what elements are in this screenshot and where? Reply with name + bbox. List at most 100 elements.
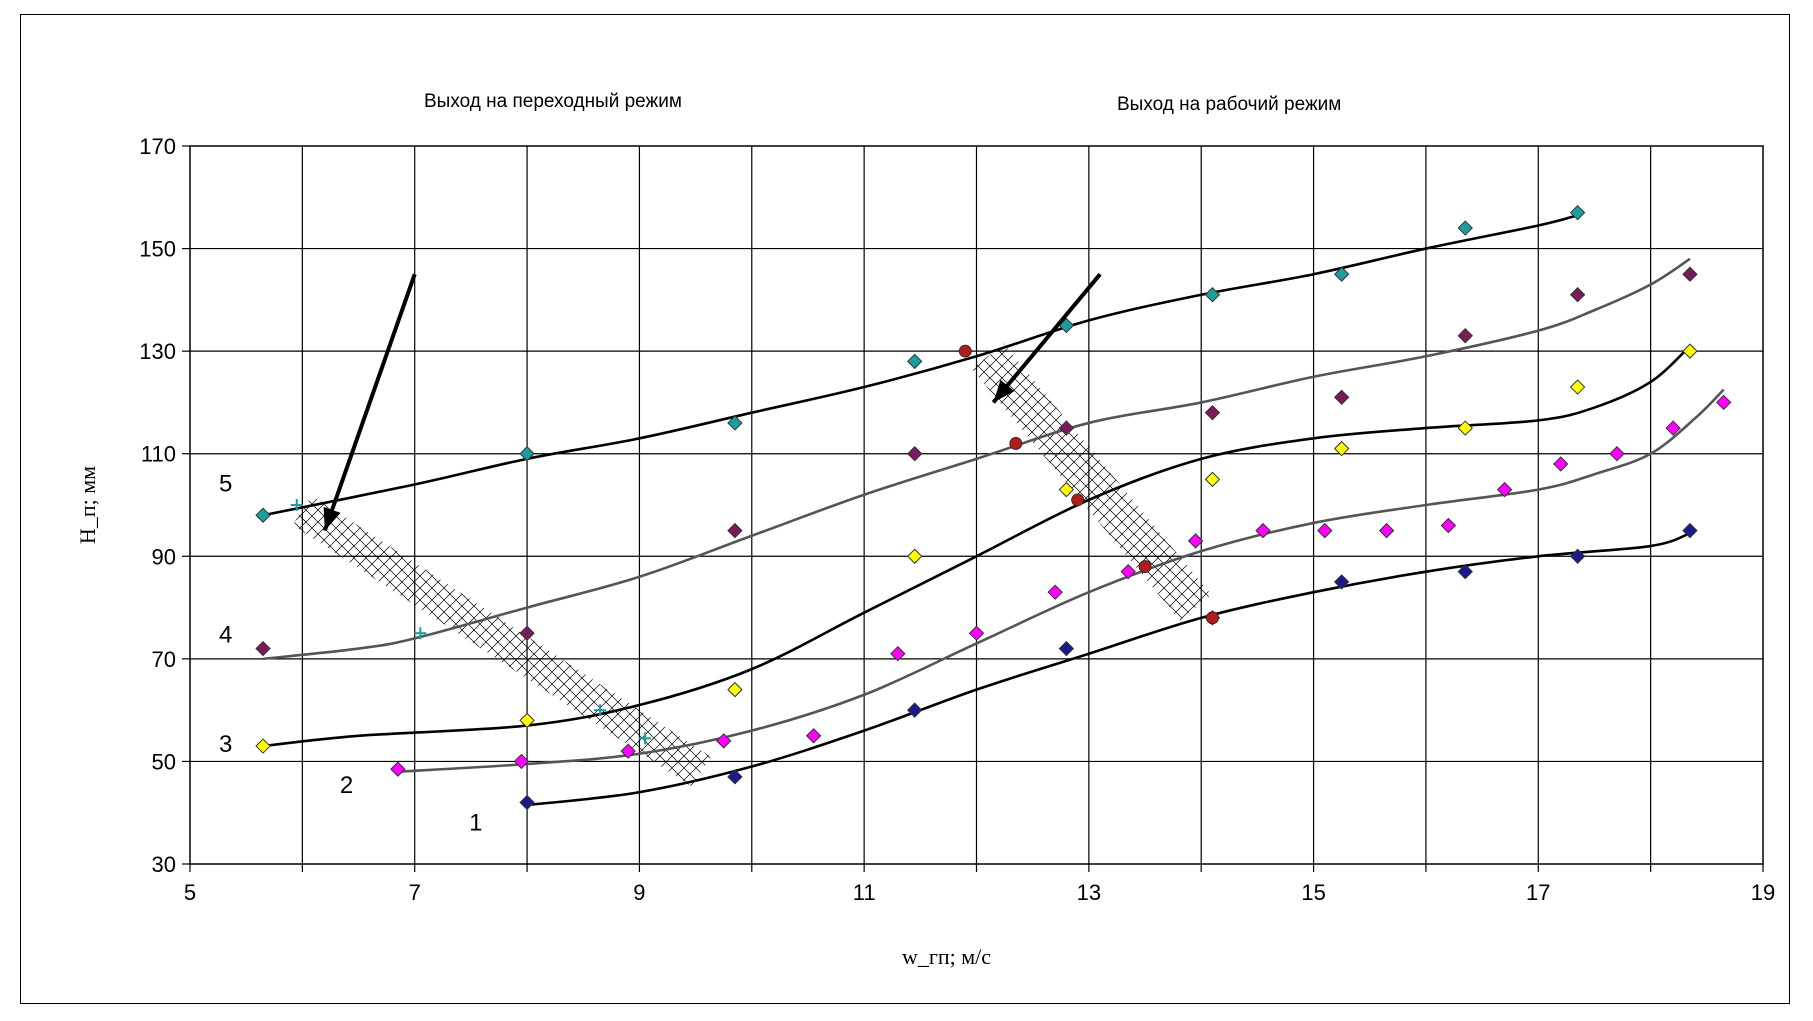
data-point-series-4 [1333,389,1350,406]
data-point-series-1 [727,769,743,785]
x-tick-label: 9 [633,880,645,905]
data-point-series-3 [255,738,271,754]
x-axis-title: w_гп; м/с [902,944,991,969]
grid [182,145,1764,872]
data-point-series-3 [1058,481,1075,498]
y-tick-label: 170 [139,134,176,159]
data-point-series-4 [519,625,535,641]
data-point-series-1 [1569,548,1586,564]
working-point [1071,493,1085,507]
working-point [1206,611,1219,625]
data-point-series-5 [906,353,923,370]
annotation-arrowhead [993,379,1015,403]
data-point-series-4 [255,640,271,657]
x-tick-label: 19 [1751,880,1775,905]
data-point-series-1 [1058,640,1075,657]
data-point-series-2 [1187,533,1204,549]
data-point-series-3 [727,681,743,698]
working-point [1009,437,1023,450]
data-points [255,204,1732,811]
annotation-arrow-shaft [991,272,1102,404]
data-point-series-4 [1457,328,1473,344]
data-point-series-5 [1569,204,1586,221]
data-point-series-5 [1457,220,1473,236]
data-point-series-2 [1715,394,1732,411]
data-point-series-4 [1058,420,1075,436]
x-tick-label: 15 [1301,880,1325,905]
data-point-series-3 [519,712,535,729]
x-tick-label: 17 [1526,880,1550,905]
fit-curve-2 [397,388,1725,773]
y-tick-label: 90 [152,544,176,569]
working-band [972,343,1212,621]
y-tick-label: 110 [141,442,176,467]
data-point-series-2 [513,753,530,770]
y-tick-label: 50 [152,749,176,774]
data-point-series-3 [1457,420,1473,436]
annotation-arrow-shaft [322,273,417,532]
data-point-series-3 [1682,343,1698,359]
y-tick-label: 70 [152,647,176,672]
data-point-series-2 [1553,456,1569,472]
data-point-series-1 [906,702,923,718]
data-point-series-5 [1333,266,1350,282]
transition-point [290,499,303,511]
working-point [958,344,972,358]
y-axis-title: H_п; мм [75,466,100,544]
data-point-series-2 [1317,522,1333,539]
data-point-series-5 [255,507,271,523]
annotation-arrowhead [323,506,341,531]
data-point-series-5 [727,415,743,431]
fit-curve-3 [262,345,1691,748]
working-point [1138,560,1152,573]
x-tick-label: 13 [1077,880,1101,905]
data-point-series-2 [1047,584,1063,600]
data-point-series-2 [620,743,636,759]
data-point-series-1 [519,794,535,811]
transition-point [594,704,607,717]
data-point-series-2 [1496,481,1513,498]
annotation-arrows: Выход на переходный режим Выход на рабочи… [322,91,1341,532]
data-point-series-2 [890,646,906,662]
transition-band [292,495,711,787]
curve-label-5: 5 [219,470,232,497]
data-point-series-4 [906,446,923,462]
annotation-text: Выход на переходный режим [424,91,682,112]
fit-curves [262,213,1725,807]
curve-label-1: 1 [469,809,482,836]
y-tick-label: 130 [139,339,176,364]
chart-frame [20,14,1790,1004]
data-point-series-3 [1204,471,1221,488]
data-point-series-2 [1440,517,1457,534]
data-point-series-2 [1609,446,1625,462]
data-point-series-2 [1120,563,1136,580]
data-point-series-2 [1255,522,1271,539]
data-point-series-4 [1569,287,1586,303]
data-point-series-5 [519,446,535,462]
x-tick-label: 7 [409,880,421,905]
data-point-series-2 [968,625,985,641]
data-point-series-2 [805,728,822,744]
data-point-series-4 [1204,404,1221,421]
data-point-series-2 [715,733,732,749]
curve-label-4: 4 [219,622,232,649]
data-point-series-3 [1569,379,1586,395]
data-point-series-3 [1333,440,1350,457]
x-tick-label: 5 [184,880,196,905]
fit-curve-4 [262,257,1691,661]
data-point-series-1 [1333,574,1350,590]
transition-point [639,732,652,745]
data-point-series-2 [1378,522,1395,539]
curve-label-3: 3 [219,731,232,758]
data-point-series-2 [390,761,406,777]
y-tick-label: 30 [152,852,176,877]
data-point-series-2 [1665,420,1681,436]
data-point-series-5 [1204,287,1221,303]
fit-curve-5 [262,213,1578,517]
data-point-series-1 [1457,563,1473,580]
special-points [290,344,1219,745]
data-point-series-3 [906,548,923,564]
data-point-series-1 [1682,522,1698,539]
